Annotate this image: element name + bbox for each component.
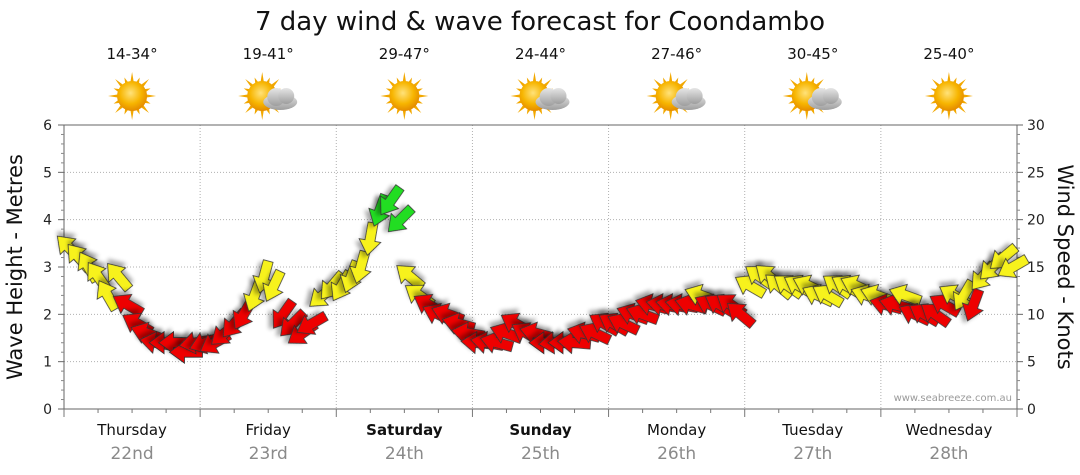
wind-arrow — [625, 302, 660, 325]
wind-arrow — [348, 249, 372, 285]
wind-arrow — [607, 312, 641, 336]
sun-disc — [933, 81, 964, 111]
wind-arrow — [112, 293, 145, 318]
wind-arrow — [997, 254, 1030, 279]
sun-cloud-icon — [510, 72, 570, 120]
y-left-tick-label: 0 — [43, 402, 52, 418]
day-date-label: 27th — [793, 444, 832, 464]
day-date-label: 22nd — [110, 444, 153, 464]
y-left-tick-label: 6 — [43, 118, 52, 134]
sun-disc — [117, 81, 148, 111]
wind-arrow — [387, 204, 416, 233]
wind-arrow — [888, 283, 923, 307]
y-left-tick-label: 1 — [43, 355, 52, 371]
day-name-label: Tuesday — [781, 421, 843, 439]
y-left-tick-label: 4 — [43, 213, 52, 229]
y-right-tick-label: 30 — [1027, 118, 1045, 134]
sun-cloud-icon — [646, 72, 706, 120]
y-left-tick-label: 2 — [43, 307, 52, 323]
day-date-label: 23rd — [249, 444, 288, 464]
sun-icon — [108, 72, 157, 120]
temp-range: 29-47° — [379, 45, 430, 63]
day-date-label: 28th — [929, 444, 968, 464]
y-right-tick-label: 10 — [1027, 307, 1045, 323]
wind-arrow — [272, 297, 298, 329]
y-axis-left-label: Wave Height - Metres — [3, 154, 27, 380]
chart-title: 7 day wind & wave forecast for Coondambo — [255, 7, 825, 37]
day-name-label: Thursday — [96, 421, 167, 439]
temp-range: 19-41° — [243, 45, 294, 63]
wind-arrow — [812, 284, 845, 309]
day-date-label: 24th — [385, 444, 424, 464]
day-name-label: Sunday — [509, 421, 572, 439]
day-date-label: 26th — [657, 444, 696, 464]
wind-arrow — [380, 184, 405, 216]
wind-arrow — [358, 221, 382, 257]
wind-arrow — [479, 330, 515, 354]
temp-range: 14-34° — [107, 45, 158, 63]
wind-arrow — [107, 262, 134, 293]
temp-range: 24-44° — [515, 45, 566, 63]
day-name-label: Wednesday — [906, 421, 993, 439]
y-right-tick-label: 5 — [1027, 355, 1036, 371]
y-right-tick-label: 25 — [1027, 165, 1045, 181]
y-right-tick-label: 15 — [1027, 260, 1045, 276]
y-axis-right-label: Wind Speed - Knots — [1053, 164, 1077, 369]
temp-range: 30-45° — [787, 45, 838, 63]
temp-range: 27-46° — [651, 45, 702, 63]
cloud-shape — [535, 88, 570, 110]
wind-arrow — [296, 310, 329, 335]
credit-text: www.seabreeze.com.au — [894, 393, 1012, 404]
wind-arrow — [262, 268, 286, 302]
sun-icon — [380, 72, 429, 120]
sun-cloud-icon — [782, 72, 842, 120]
cloud-shape — [263, 88, 298, 110]
cloud-shape — [671, 88, 706, 110]
temp-range: 25-40° — [923, 45, 974, 63]
wind-arrow — [961, 287, 985, 322]
day-name-label: Friday — [245, 421, 291, 439]
y-right-tick-label: 20 — [1027, 213, 1045, 229]
wind-arrow — [396, 265, 426, 292]
cloud-shape — [807, 88, 842, 110]
wind-arrow — [920, 303, 952, 329]
sun-disc — [389, 81, 420, 111]
wind-arrow — [578, 321, 613, 346]
day-name-label: Saturday — [366, 421, 443, 439]
wind-arrow — [734, 274, 768, 299]
y-left-tick-label: 3 — [43, 260, 52, 276]
y-left-tick-label: 5 — [43, 165, 52, 181]
day-name-label: Monday — [647, 421, 706, 439]
y-right-tick-label: 0 — [1027, 402, 1036, 418]
day-date-label: 25th — [521, 444, 560, 464]
sun-icon — [924, 72, 973, 120]
wind-arrow — [727, 302, 757, 329]
sun-cloud-icon — [238, 72, 298, 120]
